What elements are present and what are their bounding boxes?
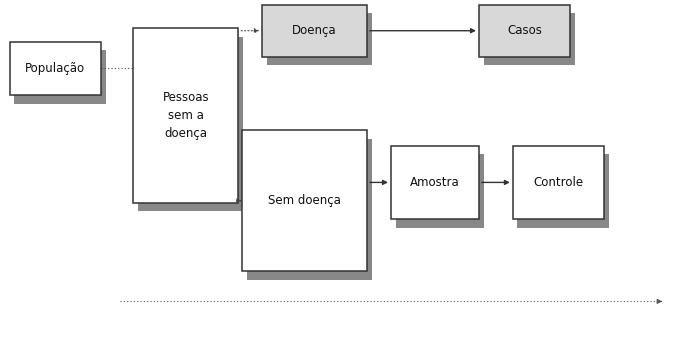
Text: População: População [25, 62, 85, 75]
Text: Doença: Doença [292, 24, 337, 37]
Bar [513, 146, 604, 219]
Text: Amostra: Amostra [410, 176, 460, 189]
Bar [396, 154, 483, 228]
Text: Controle: Controle [533, 176, 583, 189]
Bar [267, 13, 372, 65]
Bar [138, 37, 243, 211]
Text: Sem doença: Sem doença [268, 194, 341, 207]
Bar [14, 50, 105, 104]
Bar [262, 5, 367, 57]
Bar [479, 5, 571, 57]
Bar [242, 130, 367, 271]
Text: Pessoas
sem a
doença: Pessoas sem a doença [163, 91, 209, 140]
Bar [517, 154, 609, 228]
Text: Casos: Casos [507, 24, 542, 37]
Bar [391, 146, 479, 219]
Bar [133, 28, 239, 202]
Bar [483, 13, 575, 65]
Bar [247, 139, 372, 280]
Bar [10, 42, 101, 95]
